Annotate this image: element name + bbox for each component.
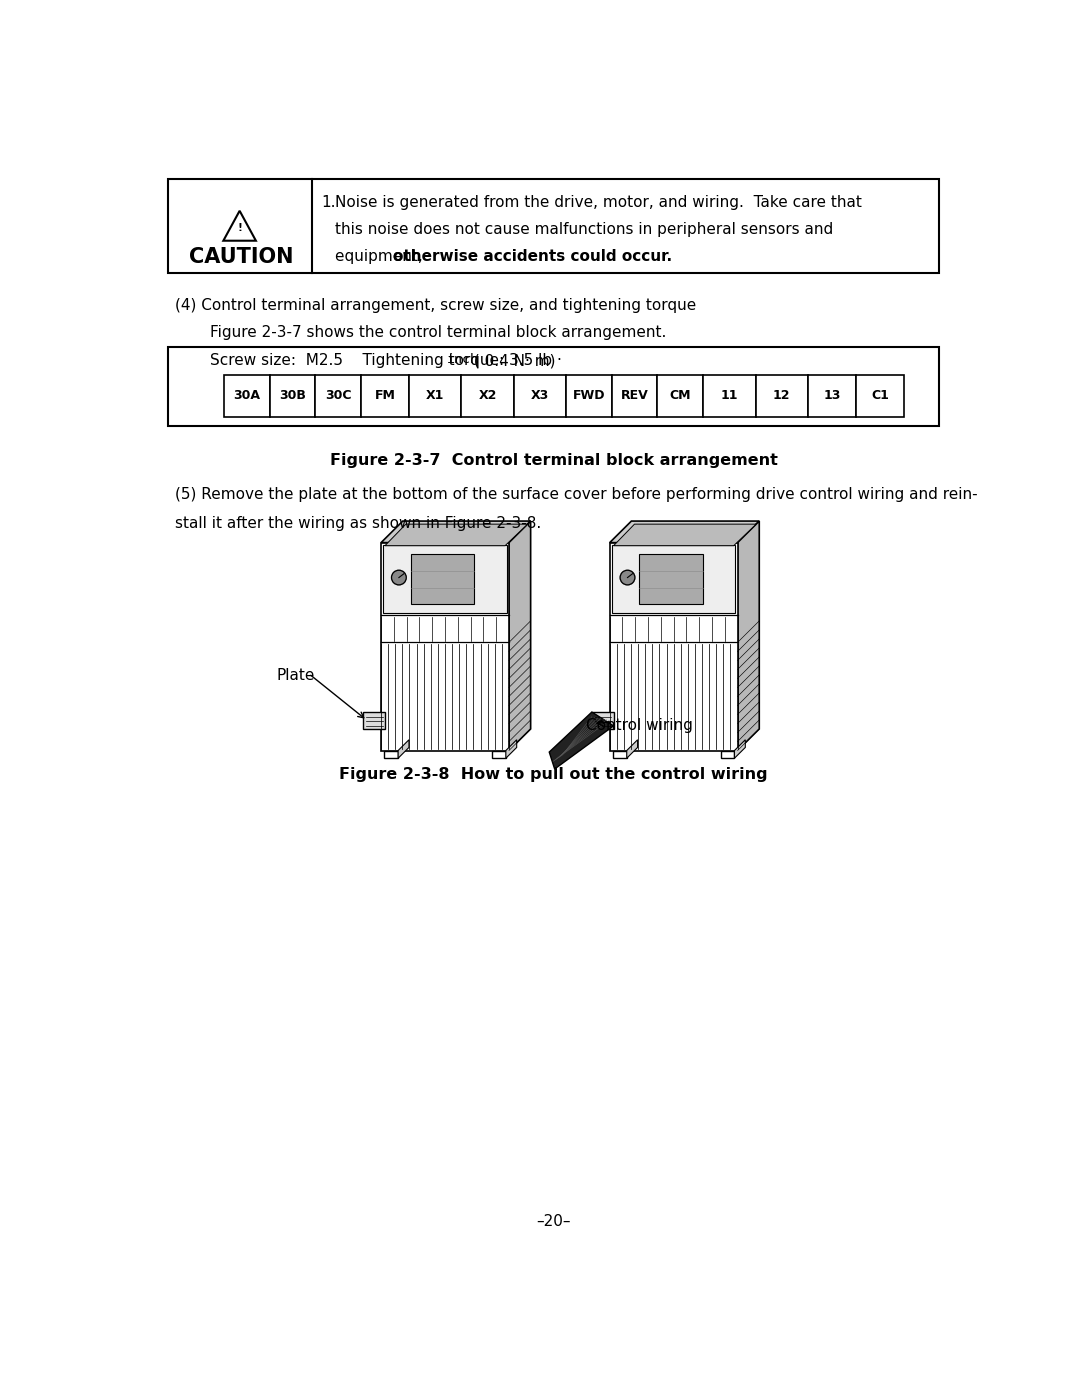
Text: X2: X2	[478, 390, 497, 402]
Text: Plate: Plate	[276, 668, 314, 683]
Text: (5) Remove the plate at the bottom of the surface cover before performing drive : (5) Remove the plate at the bottom of th…	[175, 488, 977, 502]
Text: –20–: –20–	[537, 1214, 570, 1229]
Polygon shape	[626, 740, 637, 759]
Text: 30A: 30A	[233, 390, 260, 402]
Text: 1.: 1.	[321, 194, 336, 210]
FancyBboxPatch shape	[409, 374, 461, 418]
FancyBboxPatch shape	[756, 374, 808, 418]
Polygon shape	[738, 521, 759, 750]
Text: 30B: 30B	[279, 390, 306, 402]
FancyBboxPatch shape	[856, 374, 904, 418]
Polygon shape	[384, 524, 527, 546]
FancyBboxPatch shape	[363, 712, 384, 729]
Polygon shape	[399, 740, 409, 759]
Text: this noise does not cause malfunctions in peripheral sensors and: this noise does not cause malfunctions i…	[335, 222, 833, 237]
FancyBboxPatch shape	[410, 553, 474, 605]
FancyBboxPatch shape	[270, 374, 315, 418]
Text: equipment,: equipment,	[335, 249, 428, 264]
FancyBboxPatch shape	[703, 374, 756, 418]
Text: 30C: 30C	[325, 390, 351, 402]
FancyBboxPatch shape	[384, 750, 399, 759]
FancyBboxPatch shape	[612, 374, 658, 418]
FancyBboxPatch shape	[167, 179, 940, 274]
Text: inch: inch	[446, 353, 478, 366]
FancyBboxPatch shape	[461, 374, 514, 418]
FancyBboxPatch shape	[381, 542, 509, 750]
Text: stall it after the wiring as shown in Figure 2-3-8.: stall it after the wiring as shown in Fi…	[175, 515, 541, 531]
Polygon shape	[610, 521, 759, 542]
Text: X3: X3	[531, 390, 549, 402]
Text: Noise is generated from the drive, motor, and wiring.  Take care that: Noise is generated from the drive, motor…	[335, 194, 862, 210]
Text: Screw size:  M2.5    Tightening torque: 3.5 lb ·: Screw size: M2.5 Tightening torque: 3.5 …	[211, 353, 562, 369]
Text: 11: 11	[720, 390, 738, 402]
Text: CM: CM	[670, 390, 691, 402]
Text: REV: REV	[621, 390, 649, 402]
FancyBboxPatch shape	[808, 374, 856, 418]
Polygon shape	[505, 740, 516, 759]
Text: C1: C1	[870, 390, 889, 402]
Text: otherwise accidents could occur.: otherwise accidents could occur.	[393, 249, 672, 264]
Circle shape	[392, 570, 406, 585]
FancyBboxPatch shape	[610, 542, 738, 750]
Text: X1: X1	[426, 390, 444, 402]
Polygon shape	[381, 521, 530, 542]
FancyBboxPatch shape	[491, 750, 505, 759]
Text: ( 0.4 N· m): ( 0.4 N· m)	[469, 353, 555, 369]
Polygon shape	[734, 740, 745, 759]
Polygon shape	[509, 521, 530, 750]
Text: Figure 2-3-7  Control terminal block arrangement: Figure 2-3-7 Control terminal block arra…	[329, 453, 778, 468]
Text: FWD: FWD	[572, 390, 605, 402]
Text: (4) Control terminal arrangement, screw size, and tightening torque: (4) Control terminal arrangement, screw …	[175, 298, 697, 313]
Polygon shape	[550, 712, 613, 768]
Text: Control wiring: Control wiring	[586, 718, 693, 733]
Text: 12: 12	[773, 390, 791, 402]
Text: FM: FM	[375, 390, 395, 402]
FancyBboxPatch shape	[383, 545, 507, 613]
Polygon shape	[224, 211, 256, 240]
FancyBboxPatch shape	[612, 545, 735, 613]
Text: 13: 13	[823, 390, 840, 402]
FancyBboxPatch shape	[592, 712, 613, 729]
FancyBboxPatch shape	[720, 750, 734, 759]
FancyBboxPatch shape	[167, 346, 940, 426]
FancyBboxPatch shape	[315, 374, 361, 418]
FancyBboxPatch shape	[514, 374, 566, 418]
Text: !: !	[238, 222, 242, 233]
Text: Figure 2-3-7 shows the control terminal block arrangement.: Figure 2-3-7 shows the control terminal …	[211, 326, 666, 341]
Text: Figure 2-3-8  How to pull out the control wiring: Figure 2-3-8 How to pull out the control…	[339, 767, 768, 782]
FancyBboxPatch shape	[225, 374, 270, 418]
Text: CAUTION: CAUTION	[189, 247, 294, 267]
FancyBboxPatch shape	[566, 374, 612, 418]
FancyBboxPatch shape	[612, 750, 626, 759]
FancyBboxPatch shape	[639, 553, 703, 605]
FancyBboxPatch shape	[361, 374, 409, 418]
FancyBboxPatch shape	[658, 374, 703, 418]
Polygon shape	[613, 524, 756, 546]
Circle shape	[620, 570, 635, 585]
